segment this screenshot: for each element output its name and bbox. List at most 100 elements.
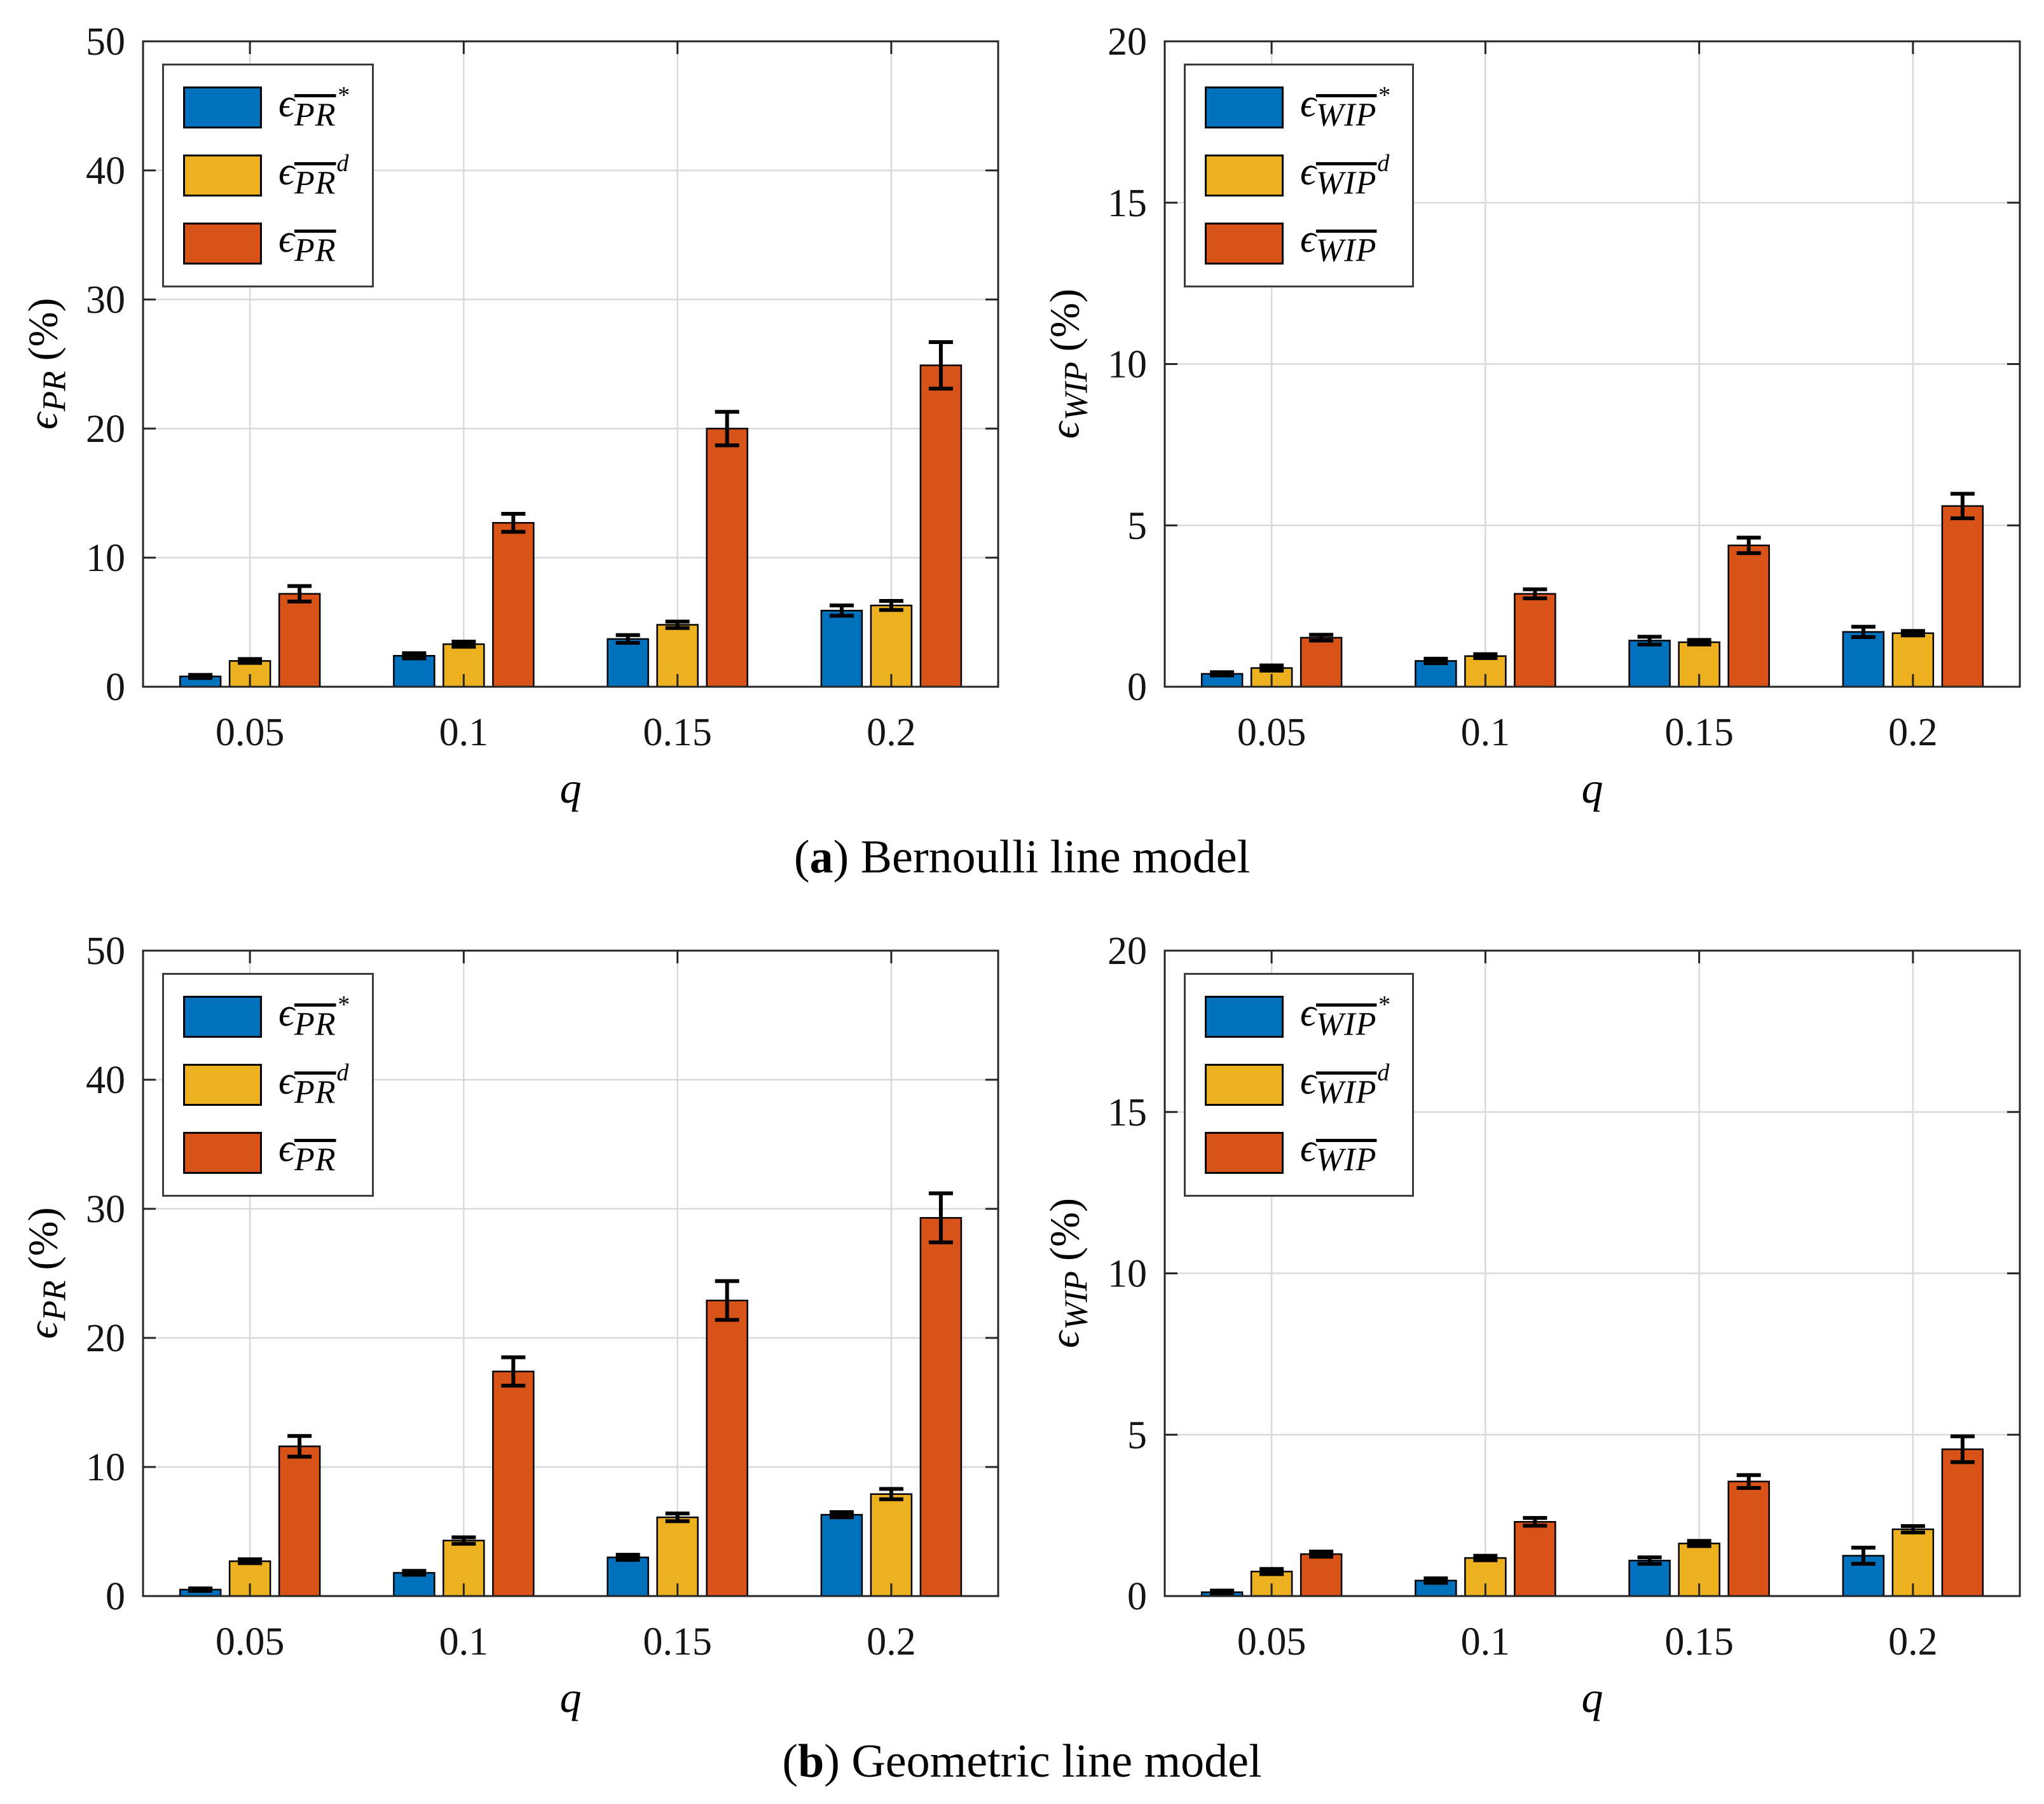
legend-label-overline-base: PR [294,233,336,270]
caption-a: (a) Bernoulli line model [0,822,2044,893]
legend-label-superscript: d [336,1059,349,1086]
y-tick-label: 5 [1127,504,1147,547]
caption-text: ) Bernoulli line model [833,831,1251,883]
legend-swatch [1205,86,1284,129]
legend-swatch [1205,1131,1284,1174]
bar-epsilon_WIPbar-q0.2 [1941,505,1984,688]
bar-epsilon_PRbar-q0.2 [919,1216,963,1597]
bernoulli-pr-plot: 0 10 20 30 40 50 0.05 0.1 0.15 0.2 [86,20,999,754]
legend-label: ϵWIPd [1300,1059,1389,1111]
plot-box [142,949,999,1597]
y-axis-label-units: (%) [20,1207,67,1270]
y-tick-label: 10 [86,537,125,580]
bar-epsilon_PRbar_d-q0.15 [656,1516,699,1597]
x-tick-label: 0.1 [1461,1620,1511,1663]
y-tick-label: 0 [1127,666,1147,709]
x-tick-label: 0.1 [439,711,489,754]
legend-label-overline-base: WIP [1315,1142,1377,1179]
legend-swatch [183,996,262,1038]
bar-epsilon_PRbar-q0.05 [278,1445,321,1597]
legend-entry-epsilon_WIPbar: ϵWIP [1205,1127,1389,1178]
legend-entry-epsilon_WIPbar: ϵWIP [1205,217,1389,269]
bar-epsilon_WIPbar-q0.1 [1514,593,1556,688]
bar-epsilon_PRbar_d-q0.2 [870,1493,913,1597]
legend-entry-epsilon_PRbar: ϵPR [183,217,349,269]
legend-label-overline-base: PR [294,1006,336,1043]
epsilon-symbol: ϵ [1300,217,1316,261]
legend: ϵPR* ϵPRd ϵPR [162,973,374,1197]
bar-epsilon_WIPbar-q0.2 [1941,1448,1984,1597]
legend-swatch [1205,1064,1284,1106]
y-axis-label: ϵPR (%) [20,298,73,430]
y-axis-label-units: (%) [1041,289,1088,352]
bar-epsilon_WIPbar_star-q0.15 [1628,640,1671,688]
legend-label-overline-base: WIP [1315,97,1377,134]
x-tick-label: 0.15 [1664,711,1734,754]
x-tick-label: 0.2 [1888,1620,1938,1663]
bar-epsilon_PRbar_star-q0.1 [393,655,436,688]
legend-swatch [183,155,262,197]
x-axis-label: q [559,1673,582,1721]
caption-prefix: ( [782,1735,799,1787]
epsilon-symbol: ϵ [278,991,294,1035]
legend-label-overline-base: WIP [1315,165,1377,202]
y-axis-label-units: (%) [20,298,67,361]
x-tick-label: 0.05 [1237,711,1307,754]
y-tick-label: 20 [86,408,125,451]
legend-label-overline-base: WIP [1315,1074,1377,1111]
bar-epsilon_PRbar-q0.1 [492,1370,535,1597]
legend-label-overline-base: PR [294,97,336,134]
bar-epsilon_WIPbar_star-q0.2 [1842,631,1885,688]
bar-epsilon_WIPbar-q0.05 [1300,637,1343,688]
legend-label: ϵPRd [278,150,349,202]
legend: ϵWIP* ϵWIPd ϵWIP [1184,973,1415,1197]
epsilon-symbol: ϵ [20,1321,67,1339]
legend-label-superscript: d [1377,149,1390,177]
y-tick-label: 20 [1108,930,1147,973]
legend-label: ϵWIP [1300,1127,1376,1178]
bar-epsilon_PRbar-q0.2 [919,364,963,688]
y-axis-label-subscript: PR [36,371,73,411]
legend-swatch [1205,996,1284,1038]
plot-box [1163,949,2021,1597]
epsilon-symbol: ϵ [20,412,67,430]
panel-geometric-wip: 0 5 10 15 20 0.05 0.1 0.15 0.2 ϵWIP(%) q ϵWIP* ϵW… [1022,909,2043,1804]
x-axis-label: q [1581,1673,1603,1721]
legend: ϵPR* ϵPRd ϵPR [162,64,374,288]
y-tick-label: 40 [86,1059,125,1102]
plot-box [1163,40,2021,688]
bar-epsilon_WIPbar_star-q0.15 [1628,1559,1671,1597]
bar-epsilon_WIPbar-q0.05 [1300,1553,1343,1597]
y-tick-label: 50 [86,930,125,973]
y-axis-label: ϵPR (%) [20,1207,73,1339]
bar-epsilon_PRbar_d-q0.2 [870,604,913,688]
x-tick-label: 0.05 [216,711,285,754]
y-tick-label: 40 [86,149,125,193]
x-tick-label: 0.15 [643,711,712,754]
epsilon-symbol: ϵ [1300,82,1316,125]
bar-epsilon_PRbar-q0.1 [492,521,535,688]
y-tick-label: 0 [106,1575,125,1618]
geometric-wip-plot: 0 5 10 15 20 0.05 0.1 0.15 0.2 [1108,930,2021,1663]
legend-entry-epsilon_WIPbar_star: ϵWIP* [1205,82,1389,134]
panel-bernoulli-pr: 0 10 20 30 40 50 0.05 0.1 0.15 0.2 ϵPR(%) q ϵPR* ϵ… [0,0,1022,895]
legend-label-superscript: * [336,82,349,109]
epsilon-symbol: ϵ [1300,1059,1316,1103]
bar-epsilon_PRbar-q0.05 [278,593,321,688]
y-tick-label: 50 [86,20,125,64]
legend-label: ϵWIP* [1300,82,1389,134]
legend-label-overline-base: PR [294,165,336,202]
y-axis-label-subscript: WIP [1058,1270,1095,1330]
y-axis-label: ϵWIP (%) [1042,1198,1095,1348]
bar-epsilon_PRbar_star-q0.2 [820,609,863,688]
legend-label-overline-base: WIP [1315,1006,1377,1043]
y-tick-label: 15 [1108,182,1147,225]
legend-entry-epsilon_PRbar_star: ϵPR* [183,82,349,134]
legend-label: ϵPRd [278,1059,349,1111]
legend-entry-epsilon_WIPbar_d: ϵWIPd [1205,1059,1389,1111]
legend-label: ϵPR* [278,991,349,1043]
x-tick-label: 0.15 [1664,1620,1734,1663]
legend-swatch [183,1064,262,1106]
epsilon-symbol: ϵ [1300,1127,1316,1171]
bar-epsilon_PRbar_star-q0.2 [820,1513,863,1597]
